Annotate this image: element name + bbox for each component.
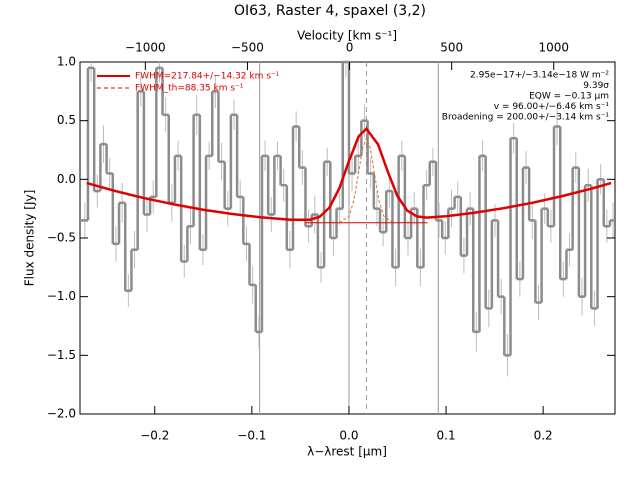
x-tick-label: −0.1 bbox=[237, 429, 266, 443]
x-tick-label: 0.1 bbox=[437, 429, 456, 443]
y-tick-label: −0.5 bbox=[47, 231, 76, 245]
annotation: Broadening = 200.00+/−3.14 km s⁻¹ bbox=[442, 113, 610, 123]
y-tick-label: −1.5 bbox=[47, 348, 76, 362]
x2-tick-label: 0 bbox=[346, 41, 354, 55]
y-tick-label: −1.0 bbox=[47, 289, 76, 303]
annotation: 9.39σ bbox=[583, 81, 609, 91]
annotation: v = 96.00+/−6.46 km s⁻¹ bbox=[494, 102, 610, 112]
x2-tick-label: 1000 bbox=[538, 41, 569, 55]
annotation: 2.95e−17+/−3.14e−18 W m⁻² bbox=[470, 71, 609, 81]
y-tick-label: −2.0 bbox=[47, 407, 76, 421]
x2-tick-label: −500 bbox=[231, 41, 264, 55]
fit-curve bbox=[86, 126, 612, 221]
y-tick-label: 1.0 bbox=[57, 55, 76, 69]
x-axis-label: λ−λrest [μm] bbox=[307, 445, 387, 459]
x-tick-label: −0.2 bbox=[140, 429, 169, 443]
annotation: EQW = −0.13 μm bbox=[529, 92, 609, 102]
y-tick-label: 0.5 bbox=[57, 113, 76, 127]
legend-label: FWHM_th=88.35 km s⁻¹ bbox=[135, 84, 244, 94]
legend-label: FWHM=217.84+/−14.32 km s⁻¹ bbox=[135, 72, 280, 82]
y-tick-label: 0.0 bbox=[57, 172, 76, 186]
component-curve bbox=[338, 136, 394, 224]
x-tick-label: 0.2 bbox=[534, 429, 553, 443]
y-axis-label: Flux density [Jy] bbox=[23, 190, 37, 287]
x2-axis-label: Velocity [km s⁻¹] bbox=[297, 29, 397, 43]
x2-tick-label: 500 bbox=[440, 41, 463, 55]
x-tick-label: 0.0 bbox=[339, 429, 358, 443]
x2-tick-label: −1000 bbox=[125, 41, 166, 55]
chart-title: OI63, Raster 4, spaxel (3,2) bbox=[234, 3, 426, 19]
